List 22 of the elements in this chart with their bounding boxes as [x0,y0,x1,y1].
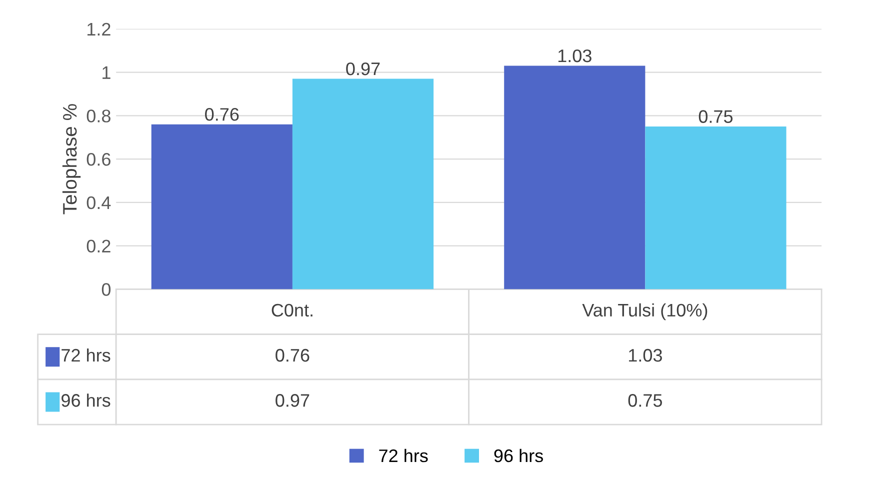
text: 0.97 [346,62,380,76]
text: 0.76 [205,108,239,121]
legend-label: 72 hrs [62,348,110,362]
text: 0.75 [698,110,733,123]
y-tick-label: 0.8 [86,110,110,122]
text: 1.03 [558,49,592,62]
y-tick-label: 1.2 [88,22,110,36]
y-tick-label: 1 [102,66,110,79]
data-label: 0.75 [628,394,662,407]
data-label: 1.03 [629,348,662,362]
data-label: 0.76 [276,348,310,362]
x-tick-label: C0nt. [272,304,312,317]
text: 96 hrs [62,394,110,407]
y-tick-label: 0.4 [86,196,111,210]
data-label: 0.97 [276,394,310,407]
text: 72 hrs [379,448,428,462]
x-tick-label: Van Tulsi (10%) [582,303,708,320]
legend-label: 96 hrs [494,448,543,462]
y-tick-label: 0.2 [86,240,110,253]
y-tick-label: 0 [102,283,111,296]
y-tick-label: 0.6 [86,152,110,166]
y-axis-title: Telophase % [62,104,81,214]
